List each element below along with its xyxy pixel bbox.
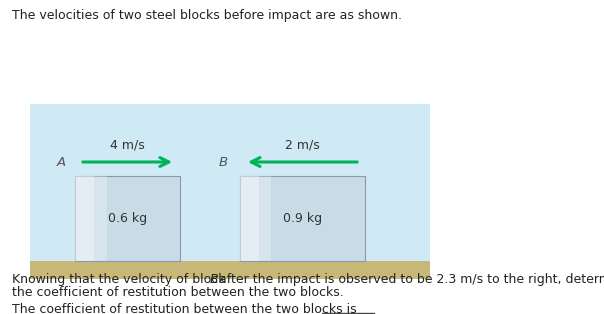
Bar: [240, 176, 259, 261]
Bar: [94, 176, 106, 261]
Bar: [75, 176, 180, 261]
Bar: [75, 176, 94, 261]
Text: 2 m/s: 2 m/s: [285, 139, 320, 152]
Bar: [322, 313, 374, 314]
Text: The coefficient of restitution between the two blocks is: The coefficient of restitution between t…: [12, 303, 361, 314]
Bar: [30, 104, 430, 279]
Text: 0.9 kg: 0.9 kg: [283, 212, 322, 225]
Bar: [30, 261, 430, 279]
Text: the coefficient of restitution between the two blocks.: the coefficient of restitution between t…: [12, 286, 344, 299]
Bar: [259, 176, 271, 261]
Text: after the impact is observed to be 2.3 m/s to the right, determine: after the impact is observed to be 2.3 m…: [215, 273, 604, 286]
Text: .: .: [376, 313, 380, 314]
Text: Knowing that the velocity of block: Knowing that the velocity of block: [12, 273, 230, 286]
Bar: [240, 176, 365, 261]
Text: B: B: [219, 155, 228, 169]
Text: The velocities of two steel blocks before impact are as shown.: The velocities of two steel blocks befor…: [12, 9, 402, 22]
Text: 4 m/s: 4 m/s: [110, 139, 145, 152]
Text: B: B: [210, 273, 218, 286]
Text: 0.6 kg: 0.6 kg: [108, 212, 147, 225]
Text: A: A: [57, 155, 66, 169]
